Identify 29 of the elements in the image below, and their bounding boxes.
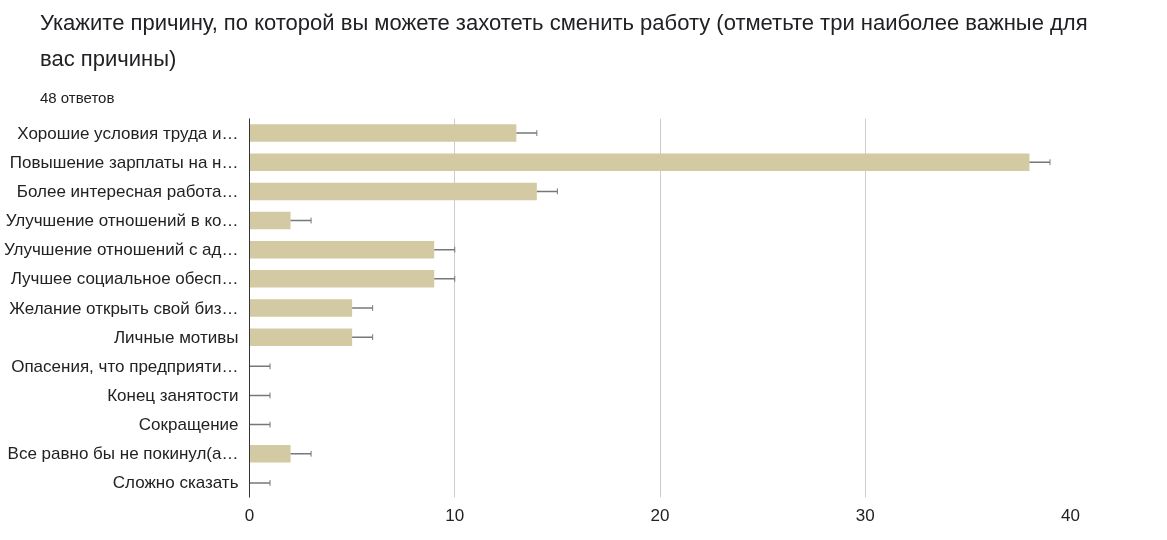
bar xyxy=(249,445,291,463)
x-tick-label: 20 xyxy=(650,505,670,525)
y-tick-label: Повышение зарплаты на н… xyxy=(9,153,239,173)
y-tick-label: Улучшение отношений в ко… xyxy=(5,211,239,231)
y-tick-label: Лучшее социальное обесп… xyxy=(10,269,239,289)
x-tick-label: 10 xyxy=(445,505,465,525)
bar xyxy=(249,212,291,230)
y-tick-label: Конец занятости xyxy=(107,386,239,406)
chart-title: Укажите причину, по которой вы можете захотеть сменить работу (отметьте три наиболее важные для вас причины) xyxy=(40,9,1089,73)
bar xyxy=(249,270,435,289)
y-tick-label: Хорошие условия труда и… xyxy=(17,124,239,143)
bar xyxy=(249,183,537,201)
y-tick-label: Желание открыть свой биз… xyxy=(9,298,239,318)
y-tick-label: Сложно сказать xyxy=(112,473,239,493)
bar xyxy=(249,153,1030,172)
y-tick-label: Более интересная работа… xyxy=(16,182,239,202)
y-tick-label: Улучшение отношений с ад… xyxy=(3,240,239,260)
y-tick-label: Опасения, что предприяти… xyxy=(11,357,239,377)
bar xyxy=(249,124,517,143)
text: 48 ответов xyxy=(40,88,115,108)
x-tick-label: 0 xyxy=(244,505,255,525)
x-tick-label: 40 xyxy=(1061,505,1080,525)
y-tick-label: Все равно бы не покинул(а… xyxy=(7,444,239,464)
y-tick-label: Личные мотивы xyxy=(113,328,239,348)
bar xyxy=(249,241,435,259)
y-tick-label: Сокращение xyxy=(138,415,239,435)
x-tick-label: 30 xyxy=(855,505,875,525)
bar xyxy=(249,299,353,318)
bar xyxy=(249,328,353,347)
